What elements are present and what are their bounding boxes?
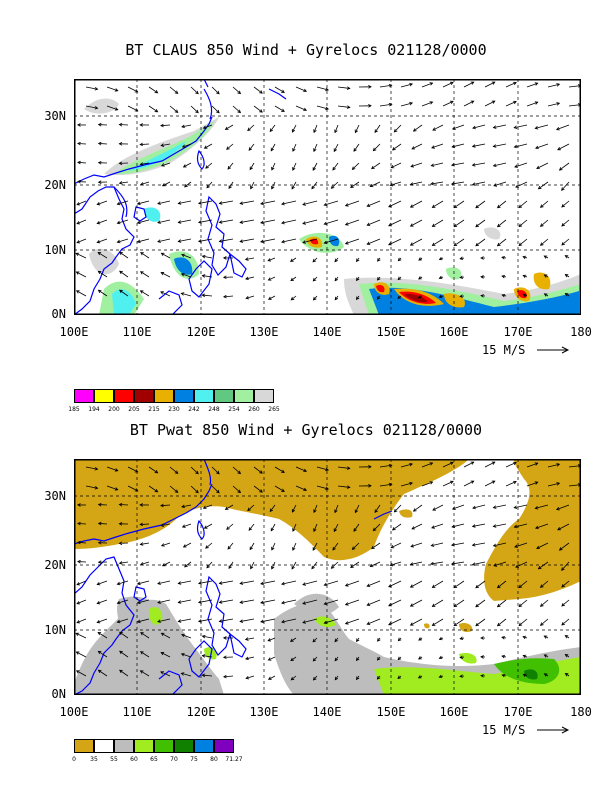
colorbar-swatch xyxy=(134,389,154,403)
colorbar-swatch xyxy=(174,389,194,403)
lon-label-170e: 170E xyxy=(503,325,533,339)
colorbar-swatch xyxy=(174,739,194,753)
colorbar-swatch xyxy=(74,389,94,403)
lon-label-100e: 100E xyxy=(59,705,89,719)
colorbar-tick-label: 60 xyxy=(130,756,138,763)
panel1-title: BT CLAUS 850 Wind + Gyrelocs 021128/0000 xyxy=(125,41,487,59)
colorbar-tick-label: 71.27 xyxy=(225,756,243,763)
colorbar-tick-label: 0 xyxy=(72,756,76,763)
colorbar-tick-label: 205 xyxy=(128,406,140,413)
lat-label-10n: 10N xyxy=(44,623,66,637)
vector-scale-arrow-icon xyxy=(537,346,570,354)
colorbar-tick-label: 70 xyxy=(170,756,178,763)
lat-label-20n: 20N xyxy=(44,558,66,572)
panel2-map xyxy=(74,459,581,695)
lon-label-120e: 120E xyxy=(186,705,216,719)
lon-label-110e: 110E xyxy=(122,325,152,339)
colorbar-swatch xyxy=(194,739,214,753)
panel2-title: BT Pwat 850 Wind + Gyrelocs 021128/0000 xyxy=(129,421,483,439)
panel1-colorbar: 185 194 200 205 215 230 242 248 254 260 265 xyxy=(68,389,280,413)
vector-scale-label: 15 M/S xyxy=(482,343,526,357)
colorbar-swatch xyxy=(194,389,214,403)
colorbar-tick-label: 185 xyxy=(68,406,80,413)
colorbar-tick-label: 242 xyxy=(188,406,200,413)
cloud-shading xyxy=(84,98,581,315)
lon-label-150e: 150E xyxy=(376,705,406,719)
lon-label-160e: 160E xyxy=(439,325,469,339)
colorbar-tick-label: 265 xyxy=(268,406,280,413)
colorbar-swatch xyxy=(154,389,174,403)
colorbar-swatch xyxy=(254,389,274,403)
colorbar-swatch xyxy=(114,389,134,403)
lat-label-10n: 10N xyxy=(44,243,66,257)
lon-label-140e: 140E xyxy=(312,705,342,719)
wind-vectors xyxy=(75,461,581,681)
panel1-map xyxy=(74,79,581,315)
wind-vectors xyxy=(75,81,581,301)
lon-label-170e: 170E xyxy=(503,705,533,719)
colorbar-tick-label: 215 xyxy=(148,406,160,413)
colorbar-swatch xyxy=(94,739,114,753)
colorbar-tick-label: 65 xyxy=(150,756,158,763)
lon-label-130e: 130E xyxy=(249,705,279,719)
colorbar-tick-label: 248 xyxy=(208,406,220,413)
lat-label-30n: 30N xyxy=(44,489,66,503)
lon-label-150e: 150E xyxy=(376,325,406,339)
vector-scale-label: 15 M/S xyxy=(482,723,526,737)
lat-label-20n: 20N xyxy=(44,178,66,192)
lon-label-120e: 120E xyxy=(186,325,216,339)
lon-label-110e: 110E xyxy=(122,705,152,719)
colorbar-swatch xyxy=(234,389,254,403)
colorbar-tick-label: 200 xyxy=(108,406,120,413)
lon-label-130e: 130E xyxy=(249,325,279,339)
lon-label-180: 180 xyxy=(570,325,592,339)
colorbar-swatch xyxy=(134,739,154,753)
colorbar-tick-label: 35 xyxy=(90,756,98,763)
colorbar-swatch xyxy=(94,389,114,403)
colorbar-tick-label: 55 xyxy=(110,756,118,763)
colorbar-swatch xyxy=(214,389,234,403)
lat-label-0n: 0N xyxy=(51,687,66,701)
colorbar-tick-label: 194 xyxy=(88,406,100,413)
colorbar-tick-label: 260 xyxy=(248,406,260,413)
colorbar-swatch xyxy=(214,739,234,753)
colorbar-tick-label: 254 xyxy=(228,406,240,413)
colorbar-swatch xyxy=(154,739,174,753)
colorbar-tick-label: 80 xyxy=(210,756,218,763)
panel2-colorbar: 0 35 55 60 65 70 75 80 71.27 xyxy=(72,739,243,763)
colorbar-swatch xyxy=(74,739,94,753)
lat-label-30n: 30N xyxy=(44,109,66,123)
colorbar-tick-label: 75 xyxy=(190,756,198,763)
lon-label-180: 180 xyxy=(570,705,592,719)
lon-label-140e: 140E xyxy=(312,325,342,339)
colorbar-tick-label: 230 xyxy=(168,406,180,413)
lon-label-160e: 160E xyxy=(439,705,469,719)
lat-label-0n: 0N xyxy=(51,307,66,321)
colorbar-swatch xyxy=(114,739,134,753)
lon-label-100e: 100E xyxy=(59,325,89,339)
vector-scale-arrow-icon xyxy=(537,726,570,734)
